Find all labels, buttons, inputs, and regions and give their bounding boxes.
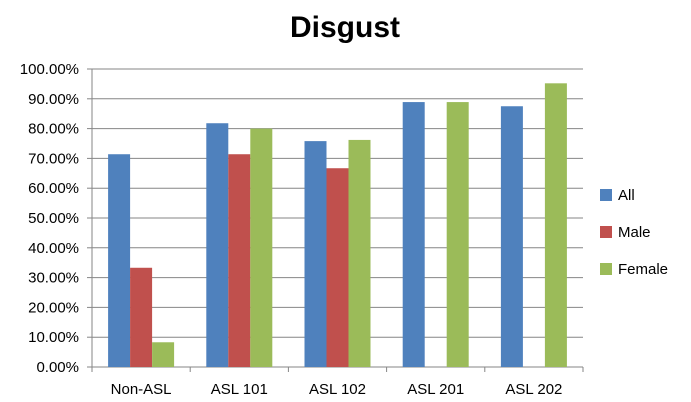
x-tick-labels: Non-ASL ASL 101 ASL 102 ASL 201 ASL 202 (111, 381, 563, 398)
y-tick-labels: 0.00% 10.00% 20.00% 30.00% 40.00% 50.00% 60.00… (20, 61, 79, 376)
bar-female (348, 139, 371, 367)
legend-swatch-female (600, 263, 612, 275)
bar-all (304, 141, 327, 367)
x-tick-label: ASL 101 (211, 381, 268, 398)
y-tick-label: 40.00% (28, 240, 79, 257)
y-tick-label: 80.00% (28, 121, 79, 138)
legend-label-male: Male (618, 224, 651, 241)
bar-female (250, 128, 273, 367)
legend-label-female: Female (618, 261, 668, 278)
bar-male (130, 267, 153, 367)
y-tick-label: 10.00% (28, 329, 79, 346)
bar-all (402, 102, 425, 367)
y-tick-label: 20.00% (28, 299, 79, 316)
legend-swatch-all (600, 189, 612, 201)
bar-female (544, 83, 567, 367)
x-tick-label: Non-ASL (111, 381, 172, 398)
x-tick-label: ASL 201 (407, 381, 464, 398)
legend-label-all: All (618, 187, 635, 204)
x-tick-label: ASL 102 (309, 381, 366, 398)
x-tick-label: ASL 202 (505, 381, 562, 398)
bar-all (206, 123, 229, 368)
bar-female (152, 342, 175, 367)
bar-male (228, 154, 251, 367)
chart-title: Disgust (290, 11, 400, 44)
legend-swatch-male (600, 226, 612, 238)
y-tick-label: 90.00% (28, 91, 79, 108)
bar-female (446, 102, 469, 367)
y-tick-label: 60.00% (28, 180, 79, 197)
y-tick-label: 70.00% (28, 150, 79, 167)
bar-all (108, 154, 131, 367)
y-tick-label: 0.00% (36, 359, 79, 376)
y-tick-label: 30.00% (28, 270, 79, 287)
bars (108, 83, 567, 368)
legend: All Male Female (600, 187, 668, 278)
y-tick-label: 100.00% (20, 61, 79, 78)
y-tick-label: 50.00% (28, 210, 79, 227)
bar-all (500, 106, 523, 367)
bar-male (326, 168, 349, 367)
